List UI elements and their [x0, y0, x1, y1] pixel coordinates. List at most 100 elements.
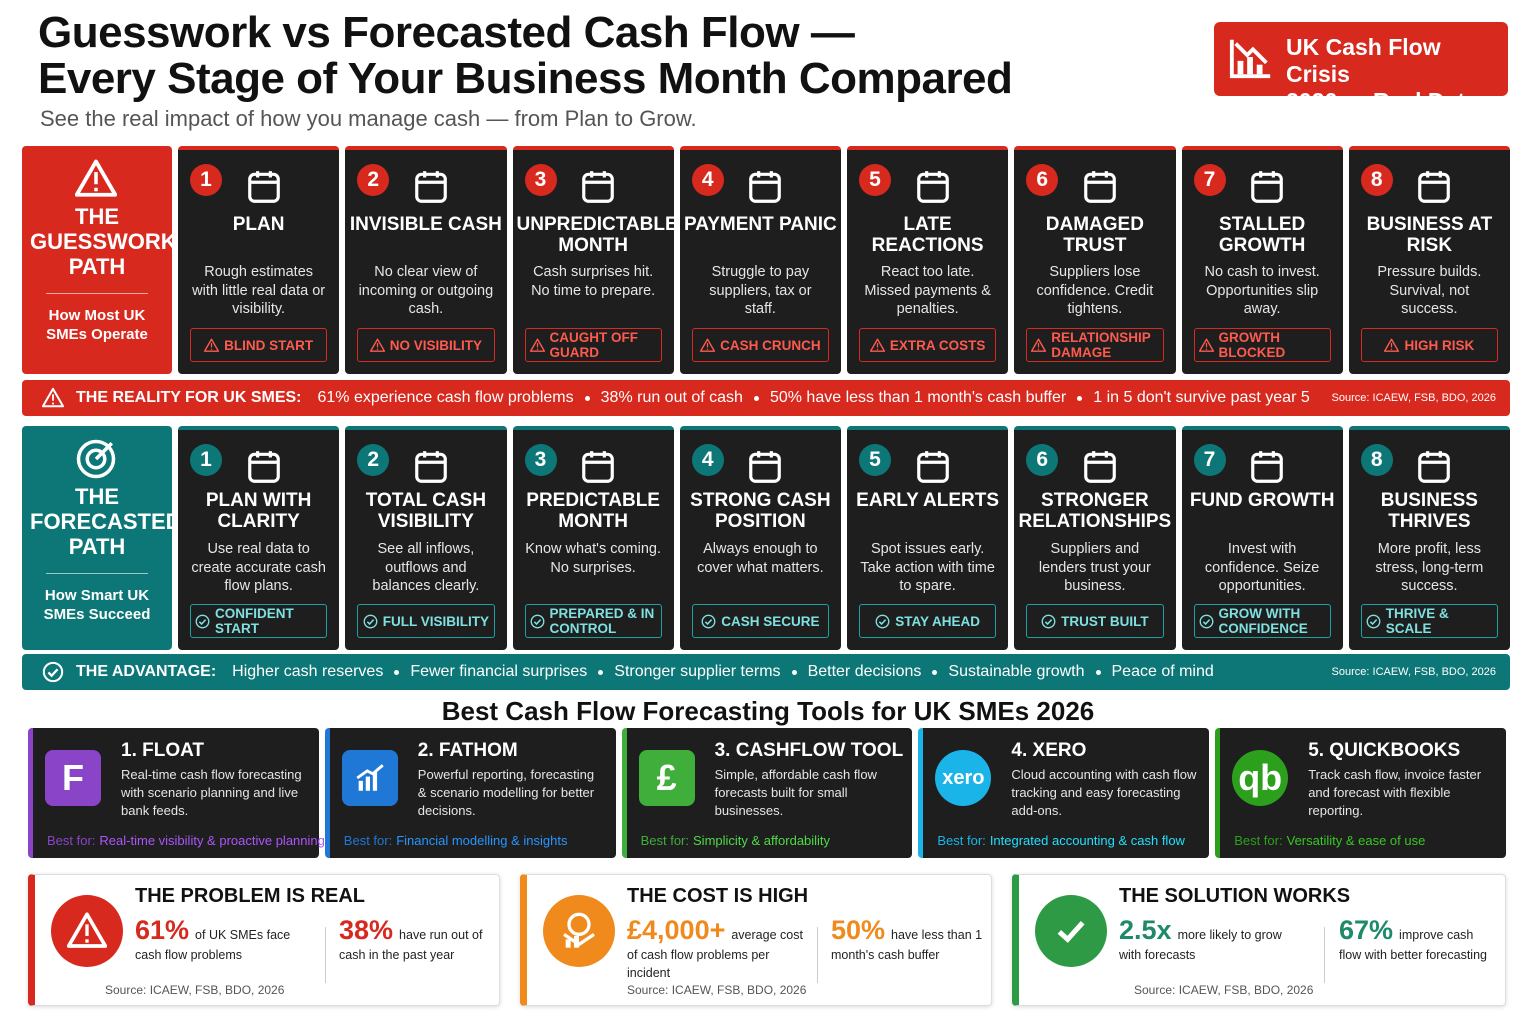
tool-text: Track cash flow, invoice faster and fore…	[1308, 767, 1482, 818]
tool-logo	[341, 750, 398, 806]
best-value: Simplicity & affordability	[693, 833, 831, 848]
step-number: 7	[1193, 164, 1226, 196]
tag-text: RELATIONSHIP DAMAGE	[1051, 330, 1151, 360]
tag-icon-svg	[875, 614, 890, 628]
tag-text: TRUST BUILT	[1061, 613, 1149, 629]
tag-icon-svg	[869, 338, 885, 352]
separator	[598, 669, 604, 675]
step-icon	[579, 168, 617, 206]
stat-source: Source: ICAEW, FSB, BDO, 2026	[105, 983, 285, 997]
bar-label: THE ADVANTAGE:	[76, 663, 217, 680]
tag-icon	[701, 614, 716, 629]
bar-item: Better decisions	[807, 663, 922, 680]
stat-icon	[51, 895, 123, 967]
step-title: PREDICTABLE MONTH	[526, 490, 660, 532]
best-label: Best for:	[343, 833, 393, 848]
panel-icon-svg	[75, 159, 117, 197]
step-title: DAMAGED TRUST	[1045, 214, 1144, 256]
stat-icon-glyph	[1051, 911, 1091, 951]
step-text: Cash surprises hit. No time to prepare.	[531, 264, 656, 299]
panel-icon-svg	[76, 439, 116, 479]
bar-item: Higher cash reserves	[232, 663, 384, 680]
tag-icon-svg	[1366, 614, 1381, 628]
tag-text: NO VISIBILITY	[389, 337, 482, 353]
step-icon	[914, 168, 952, 206]
step-card: 3 UNPREDICTABLE MONTH Cash surprises hit. …	[512, 146, 678, 374]
tools-title: Best Cash Flow Forecasting Tools for UK …	[441, 696, 1095, 726]
step-title: STRONGER RELATIONSHIPS	[1018, 490, 1172, 532]
tool-name: 1. FLOAT	[121, 740, 205, 761]
step-number: 5	[859, 164, 891, 196]
step-number: 8	[1360, 444, 1393, 476]
badge: UK Cash Flow Crisis 2026 — Real Data	[1214, 22, 1508, 114]
figure-value: 38%	[339, 915, 394, 945]
tool-logo-icon-svg	[356, 764, 384, 791]
step-icon-svg	[1251, 451, 1283, 483]
tag-text: HIGH RISK	[1404, 337, 1475, 353]
tool-text: Simple, affordable cash flow forecasts b…	[714, 767, 877, 818]
bar-item: Stronger supplier terms	[614, 663, 781, 680]
separator	[791, 669, 797, 675]
step-icon	[746, 448, 784, 486]
step-tag: NO VISIBILITY	[357, 328, 495, 362]
step-title: STRONG CASH POSITION	[690, 490, 831, 532]
step-tag: CASH CRUNCH	[691, 328, 829, 362]
step-icon	[245, 448, 283, 486]
tag-icon	[1366, 614, 1381, 629]
step-number: 6	[1026, 164, 1059, 196]
tag-icon-svg	[1199, 614, 1213, 628]
step-card: 1 PLAN WITH CLARITY Use real data to creat…	[178, 426, 340, 650]
step-icon-svg	[916, 451, 949, 483]
summary-bar: THE ADVANTAGE: Higher cash reserves Fewer …	[22, 654, 1510, 690]
step-title: FUND GROWTH	[1189, 490, 1335, 511]
step-tag: CONFIDENT START	[190, 604, 328, 638]
tag-icon-svg	[363, 614, 378, 628]
tag-icon	[1384, 338, 1400, 353]
step-text: Spot issues early. Take action with time…	[860, 541, 995, 594]
bar-icon	[42, 387, 64, 409]
tool-logo: xero	[935, 750, 992, 806]
step-icon	[1081, 168, 1119, 206]
tag-icon	[869, 338, 885, 353]
bar-item: 1 in 5 don't survive past year 5	[1093, 389, 1310, 406]
step-tag: FULL VISIBILITY	[357, 604, 495, 638]
tool-text: Real-time cash flow forecasting with sce…	[121, 767, 302, 818]
tag-icon-svg	[369, 338, 385, 352]
step-tag: STAY AHEAD	[859, 604, 997, 638]
tool-text: Powerful reporting, forecasting & scenar…	[417, 767, 595, 818]
step-text: More profit, less stress, long-term succ…	[1375, 541, 1484, 594]
step-card: 5 LATE REACTIONS React too late. Missed pa…	[847, 146, 1009, 374]
tag-text: GROW WITH CONFIDENCE	[1218, 606, 1308, 636]
stat-icon-glyph-svg	[563, 912, 595, 948]
tool-best: Best for: Financial modelling & insights	[344, 833, 610, 848]
separator	[1077, 395, 1083, 401]
step-text: No cash to invest. Opportunities slip aw…	[1204, 264, 1320, 317]
stat-divider	[1324, 927, 1325, 983]
step-title: STALLED GROWTH	[1218, 214, 1306, 256]
best-value: Real-time visibility & proactive plannin…	[99, 833, 325, 848]
step-card: 8 BUSINESS THRIVES More profit, less stres…	[1348, 426, 1510, 650]
step-card: 8 BUSINESS AT RISK Pressure builds. Surviv…	[1348, 146, 1510, 374]
best-value: Versatility & ease of use	[1286, 833, 1426, 848]
tool-name: 5. QUICKBOOKS	[1308, 740, 1461, 761]
panel-caption: How Smart UK SMEs Succeed	[43, 587, 151, 623]
stat-icon-glyph-svg	[67, 912, 107, 948]
step-number: 6	[1026, 444, 1059, 476]
step-title: PLAN	[232, 214, 285, 235]
badge-icon	[1228, 34, 1274, 80]
step-icon-svg	[247, 451, 280, 483]
tool-text: Cloud accounting with cash flow tracking…	[1011, 767, 1197, 818]
panel-divider	[46, 573, 148, 574]
step-title: PLAN WITH CLARITY	[205, 490, 312, 532]
step-card: 6 STRONGER RELATIONSHIPS Suppliers and len…	[1014, 426, 1176, 650]
stat-icon	[1035, 895, 1107, 967]
step-icon-svg	[415, 451, 447, 483]
stat-figure: £4,000+ average cost of cash flow problem…	[627, 915, 807, 982]
step-number: 4	[691, 164, 724, 196]
step-icon-svg	[749, 171, 782, 203]
stat-divider	[325, 927, 326, 983]
figure-value: £4,000+	[627, 915, 726, 945]
tag-icon-svg	[701, 614, 716, 628]
step-icon-svg	[1418, 451, 1451, 483]
tag-text: FULL VISIBILITY	[382, 613, 489, 629]
